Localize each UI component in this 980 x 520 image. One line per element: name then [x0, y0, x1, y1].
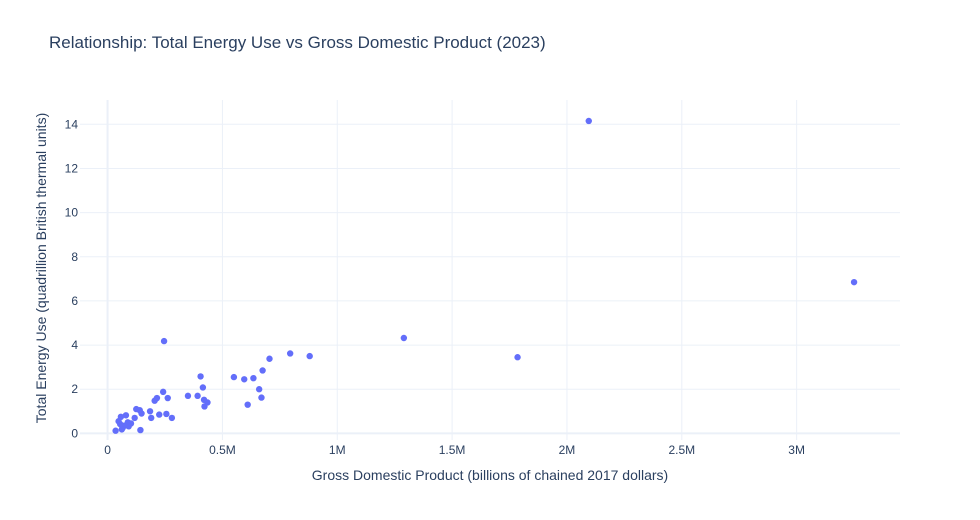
- data-point[interactable]: [148, 414, 155, 422]
- data-point[interactable]: [200, 396, 208, 404]
- data-point[interactable]: [197, 373, 204, 380]
- data-point[interactable]: [122, 412, 130, 419]
- data-point[interactable]: [159, 388, 167, 396]
- data-point[interactable]: [201, 403, 208, 410]
- data-point[interactable]: [184, 392, 192, 400]
- y-tick-label: 12: [65, 161, 79, 175]
- data-point[interactable]: [163, 410, 170, 418]
- y-tick-label: 2: [71, 382, 78, 396]
- x-axis-title: Gross Domestic Product (billions of chai…: [312, 467, 668, 483]
- y-tick-label: 10: [65, 206, 79, 220]
- data-point[interactable]: [244, 401, 251, 408]
- grid-layer: [80, 100, 900, 440]
- x-tick-label: 0.5M: [209, 443, 236, 457]
- data-point[interactable]: [400, 334, 408, 342]
- y-axis-title: Total Energy Use (quadrillion British th…: [33, 113, 49, 423]
- data-point[interactable]: [133, 405, 140, 413]
- data-point[interactable]: [230, 373, 238, 381]
- y-tick-label: 14: [65, 117, 79, 131]
- data-point[interactable]: [168, 414, 176, 422]
- y-tick-label: 6: [71, 294, 78, 308]
- x-tick-label: 2.5M: [668, 443, 695, 457]
- data-point[interactable]: [151, 397, 158, 404]
- data-point[interactable]: [160, 337, 168, 345]
- data-point[interactable]: [286, 350, 294, 357]
- data-point[interactable]: [241, 376, 248, 383]
- y-tick-label: 4: [71, 338, 78, 352]
- chart-title: Relationship: Total Energy Use vs Gross …: [49, 33, 546, 52]
- y-tick-label: 8: [71, 250, 78, 264]
- x-tick-label: 1M: [329, 443, 346, 457]
- data-points: [112, 117, 858, 434]
- data-point[interactable]: [266, 355, 273, 362]
- data-point[interactable]: [164, 394, 171, 402]
- data-point[interactable]: [112, 427, 119, 434]
- data-point[interactable]: [194, 392, 201, 400]
- zero-lines: [80, 100, 900, 440]
- data-point[interactable]: [156, 411, 163, 418]
- data-point[interactable]: [585, 117, 592, 125]
- x-tick-label: 1.5M: [439, 443, 466, 457]
- data-point[interactable]: [258, 394, 265, 401]
- data-point[interactable]: [199, 384, 207, 391]
- data-point[interactable]: [118, 426, 126, 433]
- data-point[interactable]: [146, 408, 154, 415]
- x-tick-label: 0: [104, 443, 111, 457]
- data-point[interactable]: [306, 352, 313, 360]
- data-point[interactable]: [131, 414, 138, 422]
- data-point[interactable]: [137, 426, 144, 434]
- data-point[interactable]: [850, 278, 858, 286]
- y-tick-label: 0: [71, 426, 78, 440]
- data-point[interactable]: [115, 418, 122, 425]
- data-point[interactable]: [255, 386, 263, 393]
- x-tick-label: 3M: [788, 443, 805, 457]
- data-point[interactable]: [250, 374, 257, 382]
- x-tick-label: 2M: [559, 443, 576, 457]
- tick-labels: 0 0.5M 1M 1.5M 2M 2.5M 3M 0 2 4 6 8 10 12 14: [65, 117, 805, 457]
- data-point[interactable]: [259, 367, 266, 374]
- data-point[interactable]: [514, 354, 521, 361]
